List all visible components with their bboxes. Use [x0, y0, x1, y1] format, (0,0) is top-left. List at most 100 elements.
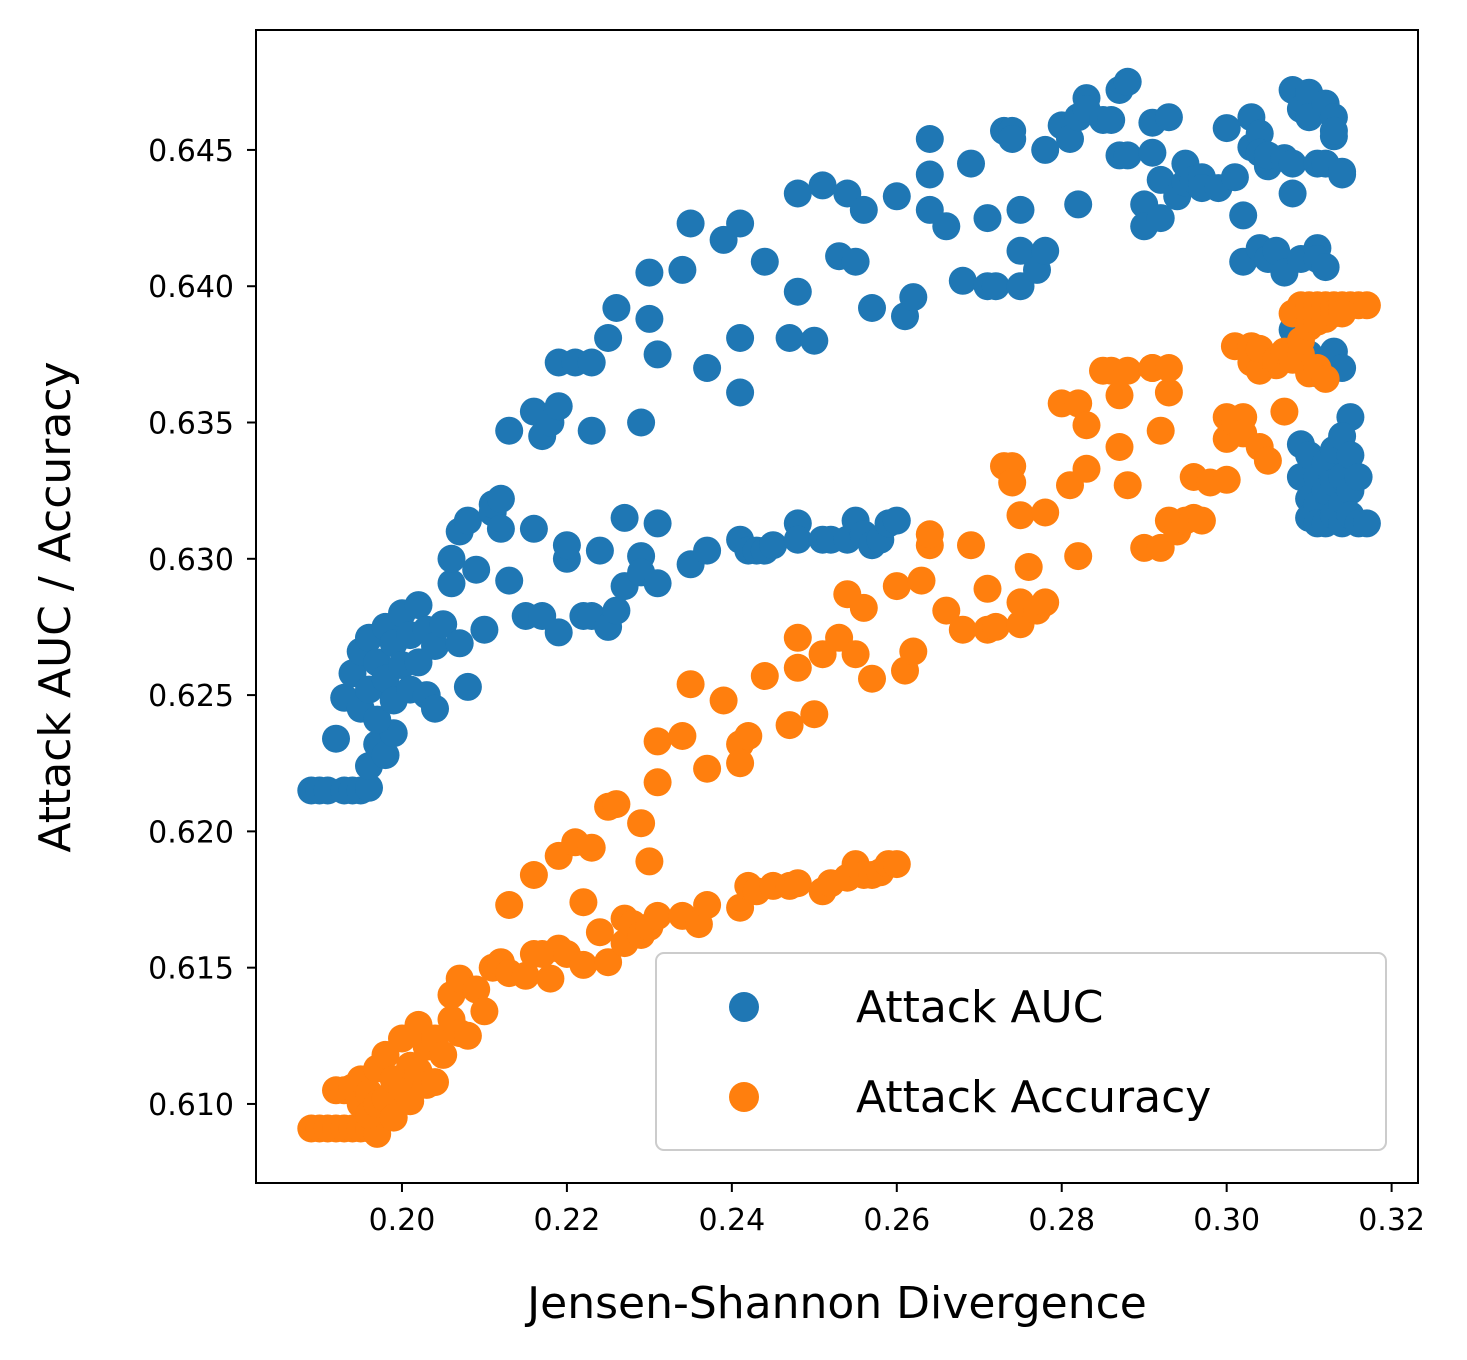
- auc-point: [486, 514, 515, 543]
- auc-point: [1212, 114, 1241, 143]
- y-tick-label: 0.610: [148, 1088, 234, 1123]
- auc-point: [1006, 195, 1035, 224]
- auc-point: [544, 618, 573, 647]
- auc-point: [1006, 236, 1035, 265]
- accuracy-point: [1352, 291, 1381, 320]
- x-tick-label: 0.30: [1193, 1203, 1260, 1238]
- auc-point: [544, 392, 573, 421]
- accuracy-point: [594, 948, 623, 977]
- accuracy-point: [453, 1021, 482, 1050]
- y-tick-label: 0.615: [148, 952, 234, 987]
- auc-point: [437, 544, 466, 573]
- auc-point: [1328, 157, 1357, 186]
- accuracy-point: [627, 809, 656, 838]
- accuracy-point: [1064, 542, 1093, 571]
- accuracy-point: [957, 531, 985, 560]
- accuracy-point: [1014, 553, 1043, 581]
- x-axis-title: Jensen-Shannon Divergence: [524, 1278, 1147, 1329]
- auc-point: [421, 694, 449, 723]
- points-layer: [297, 67, 1381, 1148]
- accuracy-point: [858, 664, 886, 693]
- accuracy-point: [841, 640, 870, 669]
- accuracy-point: [800, 700, 829, 729]
- accuracy-point: [693, 891, 722, 919]
- accuracy-point: [973, 574, 1002, 603]
- auc-point: [1262, 236, 1291, 265]
- auc-point: [808, 171, 837, 200]
- auc-point: [882, 506, 911, 535]
- auc-point: [404, 591, 433, 620]
- accuracy-point: [536, 964, 565, 993]
- auc-point: [1064, 190, 1093, 219]
- accuracy-point: [519, 861, 548, 889]
- accuracy-point: [693, 754, 722, 783]
- accuracy-point: [602, 790, 631, 819]
- auc-point: [915, 160, 944, 189]
- auc-point: [635, 258, 664, 287]
- x-tick-label: 0.32: [1358, 1203, 1425, 1238]
- auc-point: [915, 125, 944, 153]
- accuracy-point: [907, 566, 936, 595]
- accuracy-point: [1113, 471, 1142, 500]
- y-tick-label: 0.625: [148, 679, 234, 714]
- auc-point: [1220, 163, 1249, 192]
- auc-point: [643, 340, 672, 369]
- y-tick-label: 0.635: [148, 407, 234, 442]
- auc-point: [635, 304, 664, 333]
- accuracy-point: [421, 1068, 449, 1097]
- accuracy-point: [1105, 381, 1134, 410]
- y-tick-label: 0.640: [148, 270, 234, 305]
- accuracy-point: [750, 662, 779, 690]
- auc-point: [1336, 441, 1365, 470]
- auc-point: [552, 531, 581, 560]
- series-attack-accuracy: [297, 291, 1381, 1148]
- x-tick-label: 0.24: [698, 1203, 765, 1238]
- auc-point: [783, 277, 812, 306]
- auc-point: [1154, 103, 1183, 132]
- accuracy-point: [668, 722, 697, 750]
- accuracy-point: [998, 468, 1027, 497]
- auc-point: [1146, 204, 1175, 233]
- accuracy-point: [1270, 397, 1299, 426]
- accuracy-point: [585, 918, 614, 947]
- accuracy-point: [577, 833, 606, 862]
- auc-point: [1138, 138, 1167, 167]
- auc-point: [849, 195, 878, 224]
- legend-marker-attack-auc: [729, 992, 759, 1022]
- auc-point: [783, 179, 812, 208]
- auc-point: [602, 294, 631, 322]
- plot-frame: [255, 29, 1419, 1184]
- accuracy-point: [1328, 299, 1357, 328]
- y-tick-label: 0.630: [148, 543, 234, 578]
- auc-point: [981, 272, 1010, 301]
- auc-point: [602, 596, 631, 625]
- accuracy-point: [1212, 465, 1241, 494]
- auc-point: [437, 569, 466, 598]
- accuracy-point: [981, 612, 1010, 641]
- accuracy-point: [1311, 364, 1340, 393]
- accuracy-point: [1105, 433, 1134, 461]
- accuracy-point: [643, 768, 672, 797]
- y-axis-title: Attack AUC / Accuracy: [30, 361, 81, 852]
- auc-point: [1311, 253, 1340, 282]
- accuracy-point: [1031, 498, 1060, 527]
- accuracy-point: [462, 975, 491, 1004]
- auc-point: [726, 209, 755, 238]
- accuracy-point: [915, 520, 944, 549]
- legend-marker-attack-accuracy: [729, 1082, 759, 1112]
- accuracy-point: [1154, 354, 1183, 382]
- legend-box: [655, 952, 1387, 1151]
- accuracy-point: [709, 686, 738, 715]
- auc-point: [676, 209, 705, 238]
- accuracy-point: [1072, 454, 1101, 483]
- auc-point: [429, 610, 458, 639]
- auc-point: [643, 509, 672, 538]
- accuracy-point: [882, 572, 911, 601]
- accuracy-point: [783, 623, 812, 652]
- auc-point: [1113, 67, 1142, 96]
- accuracy-point: [569, 950, 598, 979]
- accuracy-point: [1187, 506, 1216, 535]
- auc-point: [948, 266, 977, 295]
- auc-point: [668, 255, 697, 284]
- accuracy-point: [1031, 588, 1060, 617]
